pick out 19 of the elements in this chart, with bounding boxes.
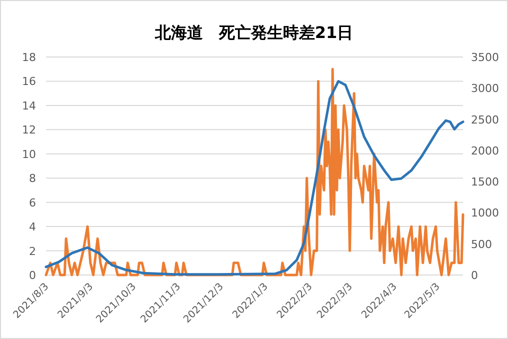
y-tick-label: 14 xyxy=(22,99,36,112)
chart-title: 北海道 死亡発生時差21日 xyxy=(154,23,354,42)
y-tick-label: 18 xyxy=(22,51,36,64)
y2-tick-label: 0 xyxy=(471,269,478,282)
y-tick-label: 4 xyxy=(29,220,36,234)
y2-tick-label: 3000 xyxy=(471,82,499,96)
y-tick-label: 2 xyxy=(29,244,36,258)
y-tick-label: 0 xyxy=(29,269,36,282)
y-tick-label: 12 xyxy=(22,124,36,137)
y2-tick-label: 2500 xyxy=(471,113,499,126)
y2-tick-label: 1000 xyxy=(471,206,499,220)
y2-tick-label: 1500 xyxy=(471,176,499,189)
y2-tick-label: 2000 xyxy=(471,144,499,158)
y-tick-label: 10 xyxy=(22,148,36,161)
y-tick-label: 6 xyxy=(29,196,36,210)
y-tick-label: 8 xyxy=(29,172,36,186)
y-tick-label: 16 xyxy=(22,75,36,88)
y2-tick-label: 3500 xyxy=(471,51,499,64)
y2-tick-label: 500 xyxy=(471,238,492,251)
